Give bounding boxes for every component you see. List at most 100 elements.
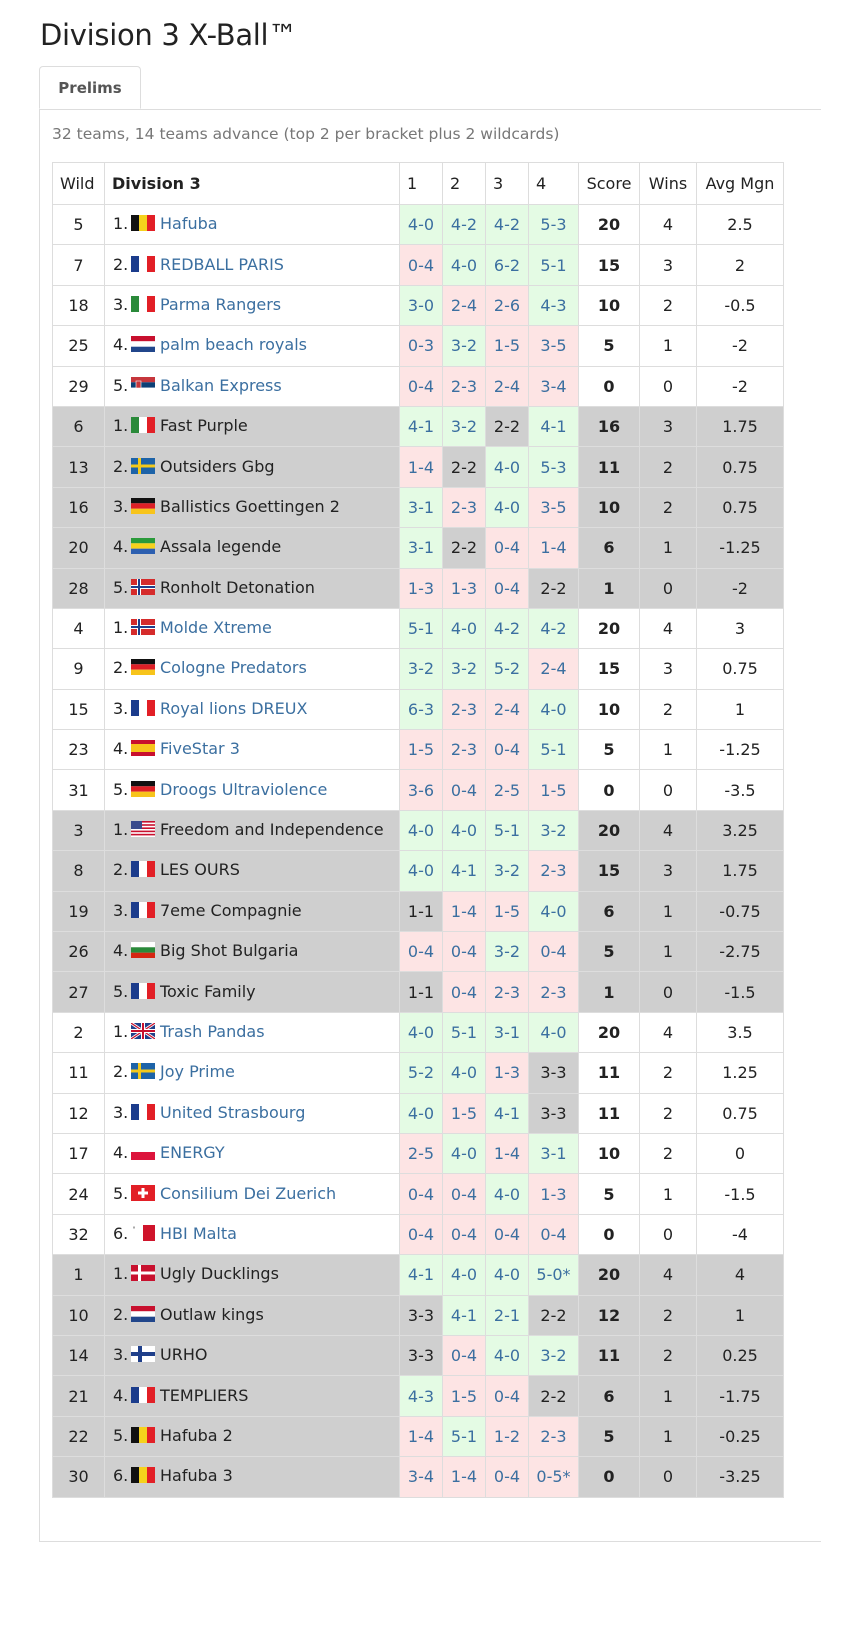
team-name[interactable]: United Strasbourg — [160, 1102, 306, 1122]
game-4-result[interactable]: 4-0 — [528, 890, 579, 933]
game-4-result[interactable]: 2-4 — [528, 648, 579, 690]
game-2-result[interactable]: 3-2 — [442, 405, 486, 448]
game-4-result[interactable]: 3-3 — [528, 1092, 579, 1134]
game-2-result[interactable]: 4-0 — [442, 244, 486, 286]
game-2-result[interactable]: 2-2 — [442, 446, 486, 488]
game-2-result[interactable]: 4-0 — [442, 1052, 486, 1094]
team-name[interactable]: Balkan Express — [160, 375, 282, 395]
team-name[interactable]: Molde Xtreme — [160, 618, 272, 638]
team-name[interactable]: Consilium Dei Zuerich — [160, 1183, 337, 1203]
game-1-result[interactable]: 3-1 — [399, 486, 443, 529]
game-3-result[interactable]: 3-2 — [485, 931, 529, 973]
game-1-result[interactable]: 3-1 — [399, 527, 443, 569]
team-name[interactable]: Hafuba — [160, 214, 218, 234]
game-4-result[interactable]: 3-1 — [528, 1132, 579, 1175]
tab-prelims[interactable]: Prelims — [39, 66, 141, 109]
game-4-result[interactable]: 4-2 — [528, 607, 579, 650]
game-4-result[interactable]: 2-3 — [528, 850, 579, 892]
game-3-result[interactable]: 1-4 — [485, 1132, 529, 1175]
game-2-result[interactable]: 1-4 — [442, 1456, 486, 1498]
game-3-result[interactable]: 0-4 — [485, 1375, 529, 1417]
game-3-result[interactable]: 6-2 — [485, 244, 529, 286]
game-1-result[interactable]: 5-1 — [399, 607, 443, 650]
game-3-result[interactable]: 2-1 — [485, 1294, 529, 1336]
game-2-result[interactable]: 0-4 — [442, 769, 486, 811]
game-1-result[interactable]: 4-0 — [399, 203, 443, 246]
game-3-result[interactable]: 5-2 — [485, 648, 529, 690]
team-name[interactable]: ENERGY — [160, 1143, 225, 1163]
game-3-result[interactable]: 4-1 — [485, 1092, 529, 1134]
game-4-result[interactable]: 3-5 — [528, 486, 579, 529]
game-3-result[interactable]: 1-5 — [485, 890, 529, 933]
game-1-result[interactable]: 4-0 — [399, 850, 443, 892]
team-name[interactable]: Droogs Ultraviolence — [160, 779, 328, 799]
game-4-result[interactable]: 5-1 — [528, 729, 579, 771]
game-2-result[interactable]: 5-1 — [442, 1011, 486, 1054]
game-3-result[interactable]: 2-3 — [485, 971, 529, 1013]
game-3-result[interactable]: 0-4 — [485, 729, 529, 771]
team-name[interactable]: Cologne Predators — [160, 658, 307, 678]
game-2-result[interactable]: 0-4 — [442, 1334, 486, 1377]
game-3-result[interactable]: 2-6 — [485, 284, 529, 327]
game-2-result[interactable]: 4-0 — [442, 607, 486, 650]
team-name[interactable]: REDBALL PARIS — [160, 254, 284, 274]
game-4-result[interactable]: 5-3 — [528, 446, 579, 488]
game-1-result[interactable]: 0-4 — [399, 244, 443, 286]
game-1-result[interactable]: 0-3 — [399, 325, 443, 367]
game-1-result[interactable]: 3-4 — [399, 1456, 443, 1498]
game-3-result[interactable]: 0-4 — [485, 567, 529, 609]
game-1-result[interactable]: 4-0 — [399, 1011, 443, 1054]
game-2-result[interactable]: 0-4 — [442, 931, 486, 973]
game-2-result[interactable]: 4-2 — [442, 203, 486, 246]
game-4-result[interactable]: 1-5 — [528, 769, 579, 811]
game-4-result[interactable]: 2-2 — [528, 1294, 579, 1336]
game-4-result[interactable]: 2-2 — [528, 1375, 579, 1417]
game-1-result[interactable]: 4-0 — [399, 809, 443, 852]
team-name[interactable]: Royal lions DREUX — [160, 698, 308, 718]
game-2-result[interactable]: 1-5 — [442, 1375, 486, 1417]
game-1-result[interactable]: 3-3 — [399, 1294, 443, 1336]
game-4-result[interactable]: 1-4 — [528, 527, 579, 569]
game-2-result[interactable]: 0-4 — [442, 1213, 486, 1256]
game-1-result[interactable]: 4-1 — [399, 1254, 443, 1296]
game-4-result[interactable]: 5-3 — [528, 203, 579, 246]
game-3-result[interactable]: 0-4 — [485, 1213, 529, 1256]
game-2-result[interactable]: 2-3 — [442, 688, 486, 731]
game-4-result[interactable]: 0-5* — [528, 1456, 579, 1498]
game-1-result[interactable]: 3-0 — [399, 284, 443, 327]
game-1-result[interactable]: 3-6 — [399, 769, 443, 811]
game-3-result[interactable]: 3-2 — [485, 850, 529, 892]
game-3-result[interactable]: 1-2 — [485, 1415, 529, 1458]
game-1-result[interactable]: 0-4 — [399, 1213, 443, 1256]
team-name[interactable]: Trash Pandas — [160, 1022, 265, 1041]
game-4-result[interactable]: 5-1 — [528, 244, 579, 286]
game-4-result[interactable]: 4-1 — [528, 405, 579, 448]
team-name[interactable]: palm beach royals — [160, 335, 307, 355]
game-1-result[interactable]: 5-2 — [399, 1052, 443, 1094]
game-1-result[interactable]: 1-5 — [399, 729, 443, 771]
team-name[interactable]: FiveStar 3 — [160, 739, 240, 759]
game-3-result[interactable]: 2-5 — [485, 769, 529, 811]
game-2-result[interactable]: 1-3 — [442, 567, 486, 609]
game-2-result[interactable]: 4-1 — [442, 1294, 486, 1336]
game-3-result[interactable]: 4-2 — [485, 203, 529, 246]
game-4-result[interactable]: 3-2 — [528, 1334, 579, 1377]
game-3-result[interactable]: 1-5 — [485, 325, 529, 367]
game-2-result[interactable]: 2-2 — [442, 527, 486, 569]
game-3-result[interactable]: 2-4 — [485, 688, 529, 731]
game-1-result[interactable]: 1-1 — [399, 971, 443, 1013]
game-1-result[interactable]: 4-1 — [399, 405, 443, 448]
game-1-result[interactable]: 1-3 — [399, 567, 443, 609]
game-2-result[interactable]: 3-2 — [442, 325, 486, 367]
game-1-result[interactable]: 0-4 — [399, 931, 443, 973]
game-4-result[interactable]: 2-3 — [528, 1415, 579, 1458]
game-1-result[interactable]: 0-4 — [399, 1173, 443, 1215]
game-2-result[interactable]: 4-1 — [442, 850, 486, 892]
game-3-result[interactable]: 4-0 — [485, 1254, 529, 1296]
game-4-result[interactable]: 0-4 — [528, 931, 579, 973]
game-3-result[interactable]: 4-2 — [485, 607, 529, 650]
game-3-result[interactable]: 4-0 — [485, 486, 529, 529]
game-2-result[interactable]: 1-4 — [442, 890, 486, 933]
game-1-result[interactable]: 3-2 — [399, 648, 443, 690]
game-2-result[interactable]: 3-2 — [442, 648, 486, 690]
